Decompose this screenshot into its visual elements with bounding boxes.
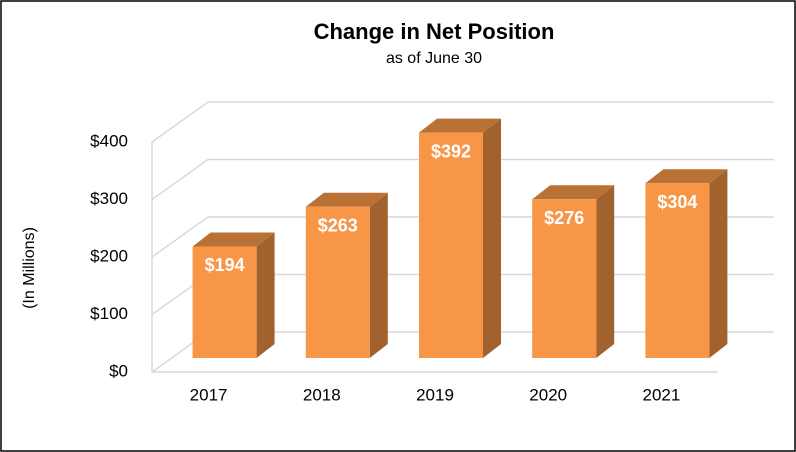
bar-side: [483, 118, 501, 358]
value-label: $304: [657, 192, 697, 212]
bar-side: [256, 232, 275, 358]
y-tick-label: $200: [90, 246, 128, 265]
value-label: $392: [431, 141, 471, 161]
value-label: $263: [318, 216, 358, 236]
bar-top: [419, 118, 501, 133]
x-tick-label: 2017: [190, 385, 228, 404]
y-tick-label: $100: [90, 304, 128, 323]
grid-line-side: [151, 101, 209, 143]
bar-top: [645, 169, 728, 184]
bar: [532, 199, 597, 358]
bar-top: [532, 185, 615, 200]
y-tick-label: $300: [90, 189, 128, 208]
y-tick-label: $0: [109, 361, 128, 380]
grid-line-side: [151, 216, 209, 258]
bar: [305, 206, 370, 358]
value-label: $276: [544, 208, 584, 228]
bar-top: [192, 232, 275, 247]
chart-subtitle: as of June 30: [386, 50, 482, 67]
bar: [645, 183, 710, 358]
y-tick-label: $400: [90, 131, 128, 150]
bar: [192, 246, 257, 358]
value-label: $194: [205, 255, 245, 275]
y-axis-label: (In Millions): [21, 227, 38, 309]
chart-title: Change in Net Position: [314, 19, 555, 44]
bar-side: [596, 185, 615, 358]
x-tick-label: 2019: [416, 385, 454, 404]
bar-side: [709, 169, 728, 358]
x-tick-label: 2020: [529, 385, 567, 404]
bar: [419, 132, 483, 358]
x-tick-label: 2021: [642, 385, 680, 404]
x-tick-label: 2018: [303, 385, 341, 404]
bar-side: [369, 192, 388, 358]
grid-line-side: [151, 158, 209, 201]
bar-top: [305, 192, 388, 207]
